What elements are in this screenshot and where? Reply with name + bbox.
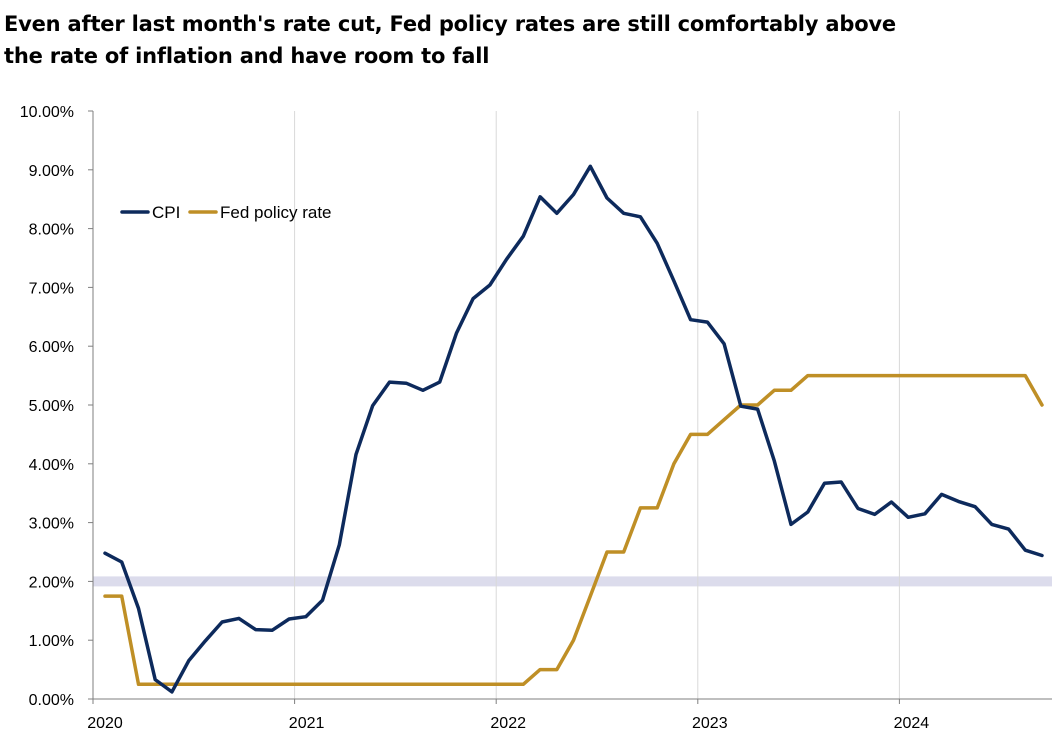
chart-title-line-2: the rate of inflation and have room to f… (4, 44, 490, 68)
series-lines (103, 164, 1044, 694)
reference-band-layer (93, 576, 1052, 587)
x-tick-label: 2022 (490, 715, 526, 732)
y-tick-label: 7.00% (29, 280, 74, 297)
y-tick-label: 1.00% (29, 633, 74, 650)
y-tick-label: 6.00% (29, 339, 74, 356)
axes: 0.00% 1.00% 2.00% 3.00% 4.00% 5.00% 6.00% 7.00%… (20, 104, 1052, 732)
legend: CPI Fed policy rate (120, 203, 332, 222)
y-tick-label: 0.00% (29, 692, 74, 709)
x-tick-label: 2021 (289, 715, 325, 732)
series-line-cpi (103, 164, 1044, 694)
legend-label-cpi: CPI (152, 203, 180, 222)
x-tick-label: 2023 (692, 715, 728, 732)
y-tick-label: 9.00% (29, 163, 74, 180)
legend-label-fed-policy-rate: Fed policy rate (220, 203, 332, 222)
y-tick-label: 4.00% (29, 457, 74, 474)
gridlines (294, 111, 900, 699)
y-tick-label: 2.00% (29, 574, 74, 591)
y-tick-label: 5.00% (29, 398, 74, 415)
y-tick-label: 8.00% (29, 222, 74, 239)
y-tick-label: 3.00% (29, 516, 74, 533)
chart-title: Even after last month's rate cut, Fed po… (4, 8, 1054, 72)
chart-title-line-1: Even after last month's rate cut, Fed po… (4, 12, 896, 36)
series-line-fed-policy-rate (103, 373, 1044, 687)
x-tick-label: 2024 (894, 715, 930, 732)
y-tick-label: 10.00% (20, 104, 74, 121)
x-tick-label: 2020 (87, 715, 123, 732)
two-percent-reference-band (93, 576, 1052, 587)
